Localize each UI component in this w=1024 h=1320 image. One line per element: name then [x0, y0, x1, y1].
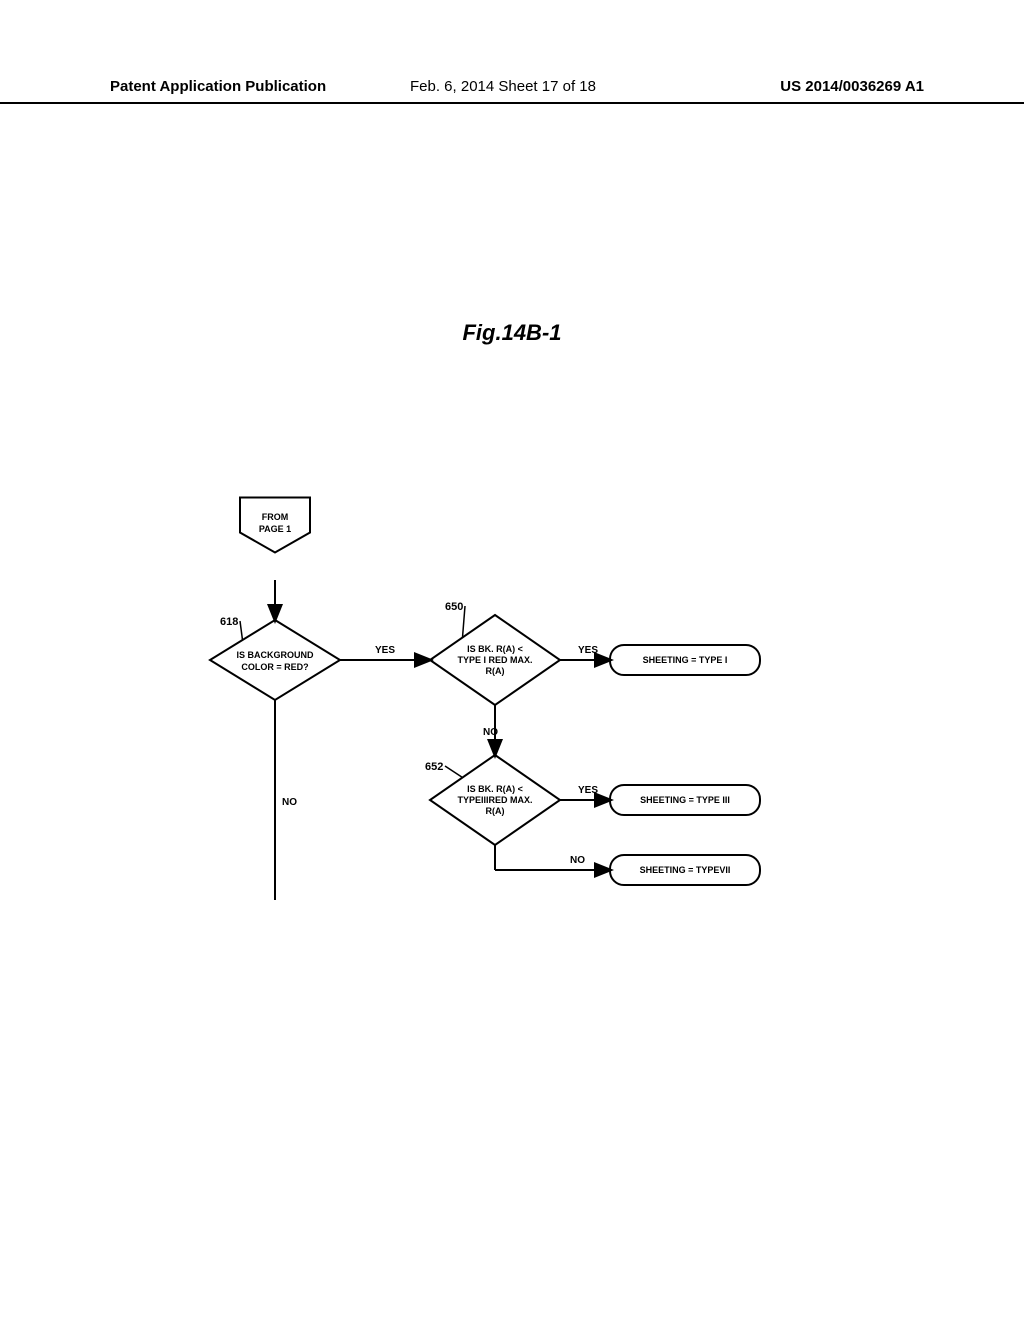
flowchart: FROM PAGE 1 IS BACKGROUND COLOR = RED? 6…	[200, 480, 850, 940]
terminal-type-iii: SHEETING = TYPE III	[610, 785, 760, 815]
svg-text:TYPEIIIRED MAX.: TYPEIIIRED MAX.	[457, 795, 532, 805]
terminal-type-i: SHEETING = TYPE I	[610, 645, 760, 675]
header-sheet-info: Feb. 6, 2014 Sheet 17 of 18	[410, 78, 596, 95]
svg-text:TYPE I RED MAX.: TYPE I RED MAX.	[457, 655, 532, 665]
svg-text:618: 618	[220, 616, 238, 628]
svg-text:IS BACKGROUND: IS BACKGROUND	[236, 650, 314, 660]
svg-text:FROM: FROM	[262, 512, 289, 522]
svg-text:YES: YES	[578, 645, 598, 656]
svg-text:IS BK. R(A) <: IS BK. R(A) <	[467, 784, 523, 794]
svg-text:R(A): R(A)	[486, 806, 505, 816]
svg-text:SHEETING = TYPE III: SHEETING = TYPE III	[640, 795, 730, 805]
svg-text:SHEETING = TYPEVII: SHEETING = TYPEVII	[640, 865, 731, 875]
svg-text:PAGE 1: PAGE 1	[259, 524, 291, 534]
figure-title: Fig.14B-1	[0, 320, 1024, 346]
svg-text:YES: YES	[578, 785, 598, 796]
svg-text:NO: NO	[282, 797, 297, 808]
decision-618: IS BACKGROUND COLOR = RED? 618	[210, 616, 340, 700]
svg-text:650: 650	[445, 601, 463, 613]
decision-650: IS BK. R(A) < TYPE I RED MAX. R(A) 650	[430, 601, 560, 705]
offpage-connector: FROM PAGE 1	[240, 498, 310, 553]
svg-text:NO: NO	[483, 727, 498, 738]
svg-text:R(A): R(A)	[486, 666, 505, 676]
svg-text:652: 652	[425, 761, 443, 773]
svg-text:IS BK. R(A) <: IS BK. R(A) <	[467, 644, 523, 654]
svg-text:YES: YES	[375, 645, 395, 656]
patent-page: Patent Application Publication Feb. 6, 2…	[0, 0, 1024, 1320]
terminal-type-vii: SHEETING = TYPEVII	[610, 855, 760, 885]
page-header: Patent Application Publication Feb. 6, 2…	[0, 78, 1024, 104]
header-publication: Patent Application Publication	[110, 78, 326, 95]
decision-652: IS BK. R(A) < TYPEIIIRED MAX. R(A) 652	[425, 755, 560, 845]
flow-edges: YES YES NO YES NO NO	[275, 580, 610, 900]
svg-text:COLOR = RED?: COLOR = RED?	[241, 662, 308, 672]
svg-text:NO: NO	[570, 855, 585, 866]
svg-text:SHEETING = TYPE I: SHEETING = TYPE I	[643, 655, 728, 665]
header-patent-number: US 2014/0036269 A1	[780, 78, 924, 95]
